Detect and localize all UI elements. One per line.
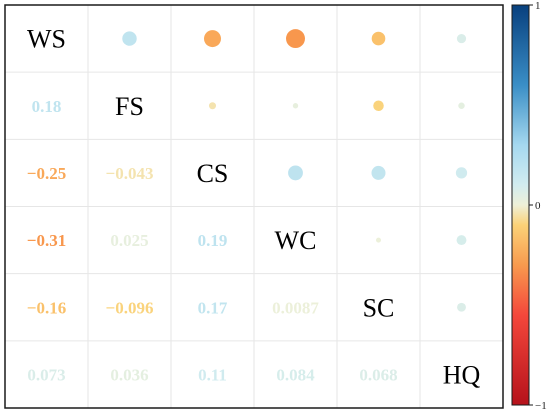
colorbar-gradient	[511, 4, 530, 406]
variable-label-wc: WC	[275, 226, 317, 255]
correlation-value-sc-wc: 0.0087	[272, 298, 319, 317]
correlation-value-wc-cs: 0.19	[198, 231, 228, 250]
correlation-value-hq-sc: 0.068	[359, 365, 397, 384]
colorbar: 1 0 −1	[511, 0, 547, 412]
grid-lines	[5, 5, 503, 408]
correlation-value-sc-ws: −0.16	[27, 298, 66, 317]
correlation-circle-fs-cs	[208, 102, 217, 110]
correlation-circle-cs-sc	[371, 165, 386, 180]
correlation-circle-ws-fs	[122, 31, 137, 46]
correlation-value-wc-ws: −0.31	[27, 231, 66, 250]
correlation-circle-wc-sc	[376, 237, 381, 243]
correlation-value-wc-fs: 0.025	[110, 231, 148, 250]
correlation-circle-ws-sc	[371, 31, 386, 46]
variable-label-fs: FS	[115, 92, 144, 121]
variable-label-hq: HQ	[443, 360, 481, 389]
variable-label-ws: WS	[27, 25, 66, 54]
correlation-circle-cs-hq	[455, 167, 468, 179]
correlation-value-cs-ws: −0.25	[27, 164, 66, 183]
correlation-value-sc-fs: −0.096	[106, 298, 154, 317]
correlation-circle-ws-cs	[204, 30, 221, 48]
correlation-value-hq-ws: 0.073	[27, 365, 65, 384]
correlation-value-hq-cs: 0.11	[198, 365, 227, 384]
colorbar-tick-label: 1	[535, 0, 541, 12]
plot-frame	[4, 4, 504, 409]
correlation-value-sc-cs: 0.17	[198, 298, 228, 317]
correlation-circle-fs-hq	[458, 102, 465, 109]
matrix-cells: WS 0.18 FS −0.25 −0.043 CS −0.31 0.025 0.19 WC −0.…	[27, 25, 481, 390]
colorbar-tick-label: −1	[535, 400, 547, 412]
correlation-value-hq-wc: 0.084	[276, 365, 315, 384]
variable-label-sc: SC	[363, 293, 395, 322]
correlation-circle-ws-hq	[456, 33, 467, 44]
correlation-value-cs-fs: −0.043	[106, 164, 154, 183]
correlation-value-hq-fs: 0.036	[110, 365, 148, 384]
correlation-circle-cs-wc	[288, 165, 303, 181]
correlation-circle-sc-hq	[457, 302, 466, 312]
correlation-value-fs-ws: 0.18	[32, 97, 62, 116]
correlation-circle-wc-hq	[456, 235, 467, 246]
correlation-circle-fs-wc	[292, 103, 299, 109]
correlation-circle-fs-sc	[373, 100, 384, 112]
colorbar-tick-label: 0	[535, 200, 541, 212]
correlation-circle-ws-wc	[286, 29, 305, 49]
variable-label-cs: CS	[197, 159, 229, 188]
